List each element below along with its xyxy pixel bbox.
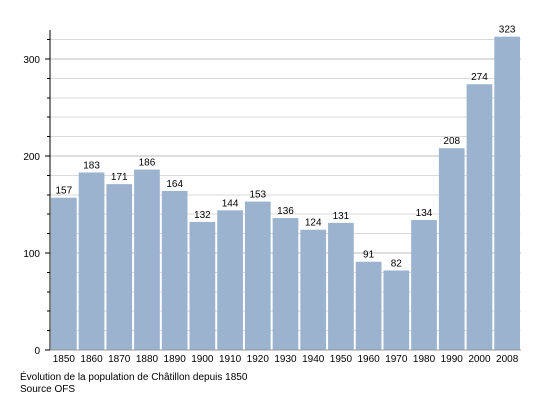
x-tick-label: 1900	[191, 354, 214, 365]
bar	[466, 84, 493, 350]
chart-caption-source: Source OFS	[20, 384, 76, 395]
bar	[438, 148, 465, 350]
x-tick-label: 1870	[108, 354, 131, 365]
bar-data-label: 157	[56, 186, 73, 197]
y-tick-label: 0	[34, 346, 40, 357]
bar	[217, 210, 243, 350]
x-tick-label: 1950	[330, 354, 353, 365]
bar-data-label: 183	[83, 160, 100, 171]
bar	[411, 220, 437, 350]
bar-data-label: 144	[222, 198, 239, 209]
x-tick-label: 1990	[441, 354, 464, 365]
x-tick-label: 1940	[302, 354, 325, 365]
bar-data-label: 134	[416, 208, 433, 219]
bar	[328, 222, 354, 350]
x-tick-label: 1920	[247, 354, 270, 365]
bar-data-label: 153	[249, 190, 266, 201]
x-tick-label: 1970	[385, 354, 408, 365]
bar	[494, 36, 520, 350]
x-tick-label: 2000	[468, 354, 491, 365]
bar	[161, 190, 188, 350]
bar	[272, 218, 299, 350]
x-tick-label: 1860	[80, 354, 103, 365]
bars-layer	[51, 36, 520, 350]
bar	[51, 197, 77, 350]
bar	[134, 169, 160, 350]
bar	[106, 184, 133, 350]
bar-data-label: 323	[499, 25, 516, 36]
bar-data-label: 124	[305, 218, 322, 229]
bar	[189, 221, 216, 350]
x-tick-label: 1880	[136, 354, 159, 365]
bar-data-label: 171	[111, 172, 128, 183]
x-tick-label: 2008	[496, 354, 519, 365]
y-tick-label: 300	[23, 55, 40, 66]
y-tick-label: 100	[23, 249, 40, 260]
bar-data-label: 274	[471, 72, 488, 83]
x-tick-label: 1960	[357, 354, 380, 365]
bar-data-label: 131	[333, 211, 350, 222]
x-tick-label: 1980	[413, 354, 436, 365]
chart-caption-title: Évolution de la population de Châtillon …	[20, 372, 248, 383]
bar-data-label: 186	[139, 158, 156, 169]
bar	[355, 261, 382, 350]
bar	[78, 172, 105, 350]
bar-data-label: 132	[194, 210, 211, 221]
axis-layer	[45, 29, 521, 351]
bar	[383, 270, 410, 350]
bar	[300, 229, 327, 350]
bar-data-label: 164	[166, 179, 183, 190]
y-tick-label: 200	[23, 152, 40, 163]
x-tick-label: 1890	[164, 354, 187, 365]
bar	[244, 201, 271, 350]
labels-layer: 0 100 200 300 1850 157 1860 183 1870 171 1880 186 18…	[23, 25, 518, 365]
bar-data-label: 208	[443, 136, 460, 147]
x-tick-label: 1930	[274, 354, 297, 365]
x-tick-label: 1850	[53, 354, 76, 365]
bar-data-label: 91	[363, 250, 375, 261]
bar-data-label: 136	[277, 206, 294, 217]
bar-data-label: 82	[391, 258, 403, 269]
x-tick-label: 1910	[219, 354, 242, 365]
